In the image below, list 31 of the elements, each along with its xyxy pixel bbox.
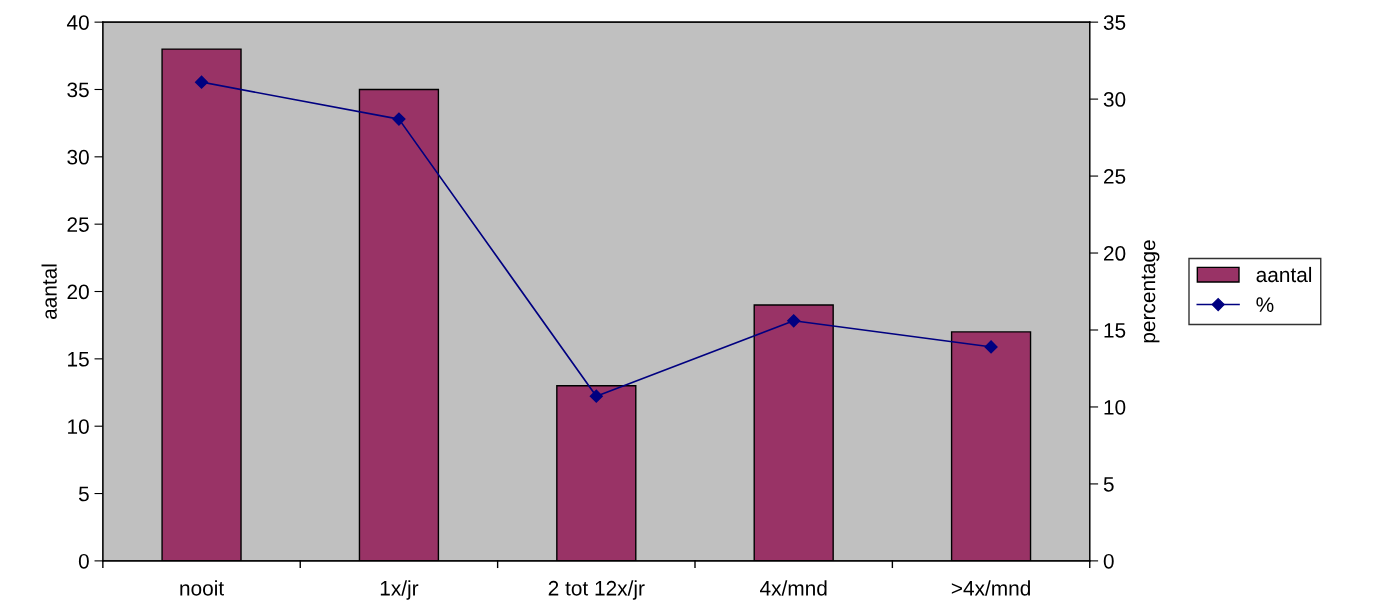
- y-tick-label: 10: [68, 419, 89, 434]
- y2-tick-label: 25: [1104, 169, 1126, 184]
- point: [984, 340, 998, 354]
- point: [392, 112, 406, 126]
- y-tick-label: 20: [67, 284, 89, 300]
- y-tick-label: 30: [67, 149, 89, 165]
- x-tick-label: nooit: [180, 580, 224, 596]
- legend-label: aantal: [1256, 266, 1312, 283]
- y2-tick-label: 35: [1103, 15, 1126, 30]
- x-tick-label: 4x/mnd: [760, 580, 827, 596]
- y-tick-label: 25: [67, 217, 89, 232]
- x-tick-label: >4x/mnd: [951, 580, 1030, 596]
- y2-tick-label: 0: [1103, 553, 1114, 569]
- y2-tick-label: 5: [1103, 477, 1114, 492]
- point: [589, 389, 603, 403]
- y-tick-label: 35: [67, 82, 89, 98]
- y-tick-label: 40: [66, 15, 89, 30]
- x-tick-label: 2 tot 12x/jr: [548, 580, 645, 600]
- legend-label: %: [1256, 297, 1274, 312]
- point: [787, 314, 801, 328]
- point: [194, 75, 209, 89]
- y2-tick-label: 20: [1104, 246, 1126, 261]
- y2-tick-label: 15: [1104, 323, 1126, 338]
- y-tick-label: 5: [78, 486, 89, 502]
- y-tick-label: 15: [68, 352, 89, 367]
- x-tick-label: 1x/jr: [380, 580, 419, 600]
- y2-tick-label: 10: [1104, 399, 1126, 415]
- y-axis-title: aantal: [41, 264, 57, 319]
- y2-axis-title: percentage: [1141, 240, 1160, 343]
- y-tick-label: 0: [78, 553, 89, 569]
- y2-tick-label: 30: [1103, 92, 1126, 107]
